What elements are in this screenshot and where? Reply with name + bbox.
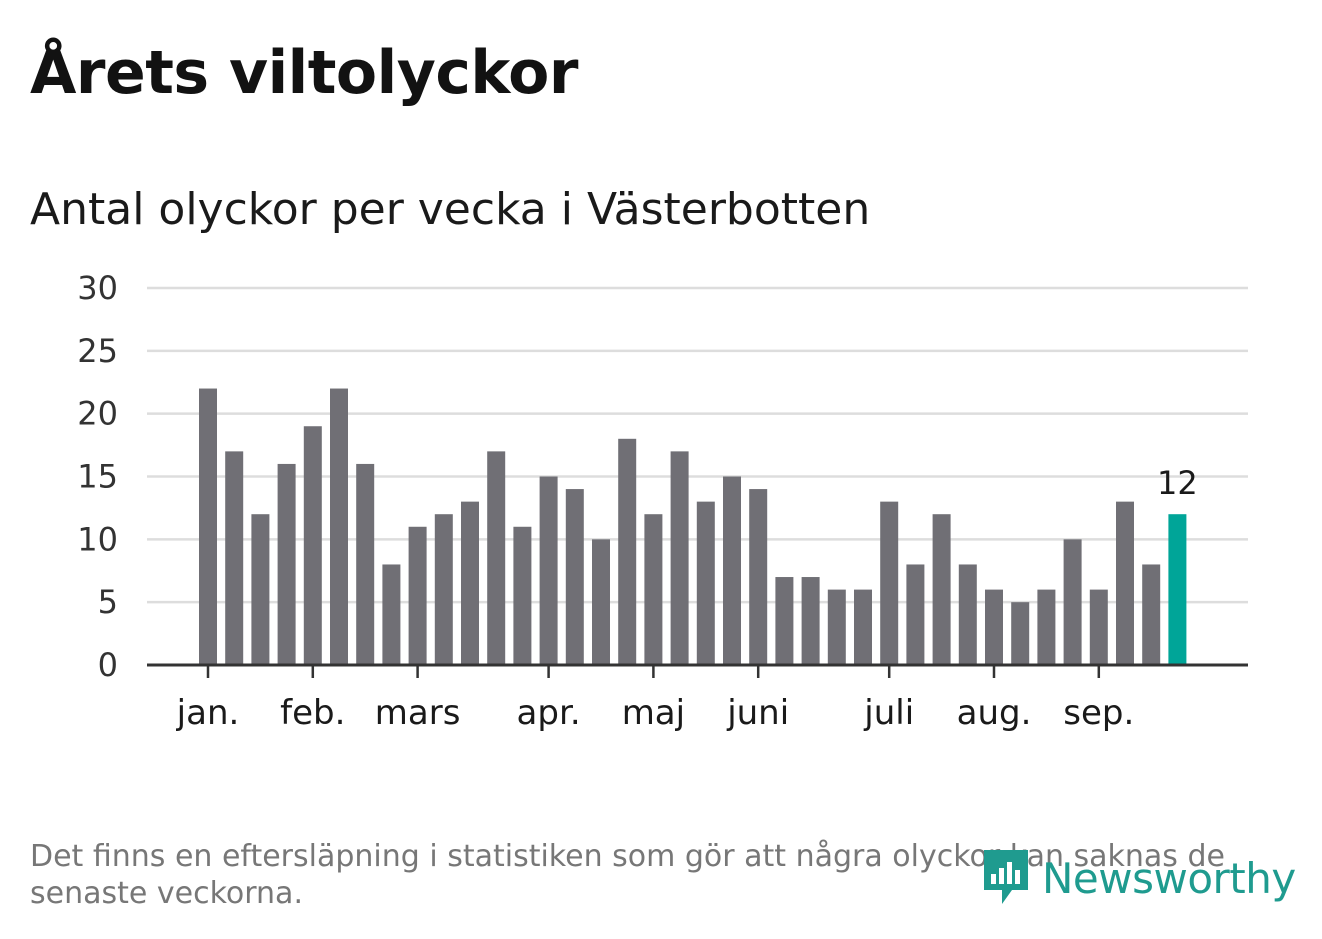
bar [696, 501, 715, 665]
bar [303, 426, 322, 665]
bar [906, 564, 925, 665]
bar [644, 514, 663, 665]
bar [880, 501, 899, 665]
bar [1063, 539, 1082, 665]
bar [749, 489, 768, 665]
bar [723, 476, 741, 665]
bar [382, 564, 401, 665]
bar [356, 463, 375, 665]
bar [827, 589, 846, 665]
x-tick-label: juli [863, 693, 914, 733]
y-tick-label: 0 [98, 646, 118, 684]
bar [225, 451, 244, 665]
bar [670, 451, 689, 665]
bar [277, 463, 296, 665]
chart-title: Årets viltolyckor [30, 38, 579, 108]
y-tick-label: 30 [77, 269, 118, 307]
bar [1089, 589, 1108, 665]
bar [1116, 501, 1134, 665]
newsworthy-brand-name: Newsworthy [1042, 853, 1296, 903]
label-layer: 0 5 10 15 20 25 30 12 jan. feb. mars apr. maj juni jul… [77, 269, 1197, 733]
bar [461, 501, 479, 665]
y-tick-label: 5 [98, 583, 118, 621]
x-tick-label: maj [622, 693, 685, 733]
x-tick-label: aug. [957, 693, 1032, 733]
newsworthy-logo-icon [984, 850, 1028, 904]
x-tick-label: sep. [1063, 693, 1134, 733]
bar [1037, 589, 1056, 665]
bar [487, 451, 506, 665]
highlight-data-label: 12 [1157, 464, 1198, 502]
y-tick-label: 15 [77, 458, 118, 496]
bar [801, 577, 820, 665]
y-tick-label: 20 [77, 395, 118, 433]
x-tick-label: mars [375, 693, 461, 733]
bar-highlight [1168, 514, 1187, 665]
y-tick-label: 25 [77, 332, 118, 370]
bar [985, 589, 1003, 665]
bar [565, 489, 584, 665]
bar [775, 577, 794, 665]
bar [854, 589, 872, 665]
bar [539, 476, 558, 665]
bar [330, 388, 348, 665]
bar [1142, 564, 1161, 665]
x-tick-label: juni [726, 693, 789, 733]
bar [199, 388, 217, 665]
bar [618, 438, 637, 665]
bar [434, 514, 453, 665]
bar [251, 514, 270, 665]
bar [1011, 602, 1030, 665]
x-tick-label: apr. [517, 693, 581, 733]
newsworthy-logo: Newsworthy [980, 845, 1296, 911]
x-tick-label: feb. [280, 693, 345, 733]
chart-subtitle: Antal olyckor per vecka i Västerbotten [30, 184, 871, 235]
bar [932, 514, 951, 665]
axis-layer [147, 663, 1248, 678]
bar-layer [199, 388, 1187, 665]
bar [513, 526, 532, 665]
bar [958, 564, 977, 665]
bar [592, 539, 610, 665]
x-tick-label: jan. [176, 693, 240, 733]
bar [408, 526, 427, 665]
y-tick-label: 10 [77, 520, 118, 558]
